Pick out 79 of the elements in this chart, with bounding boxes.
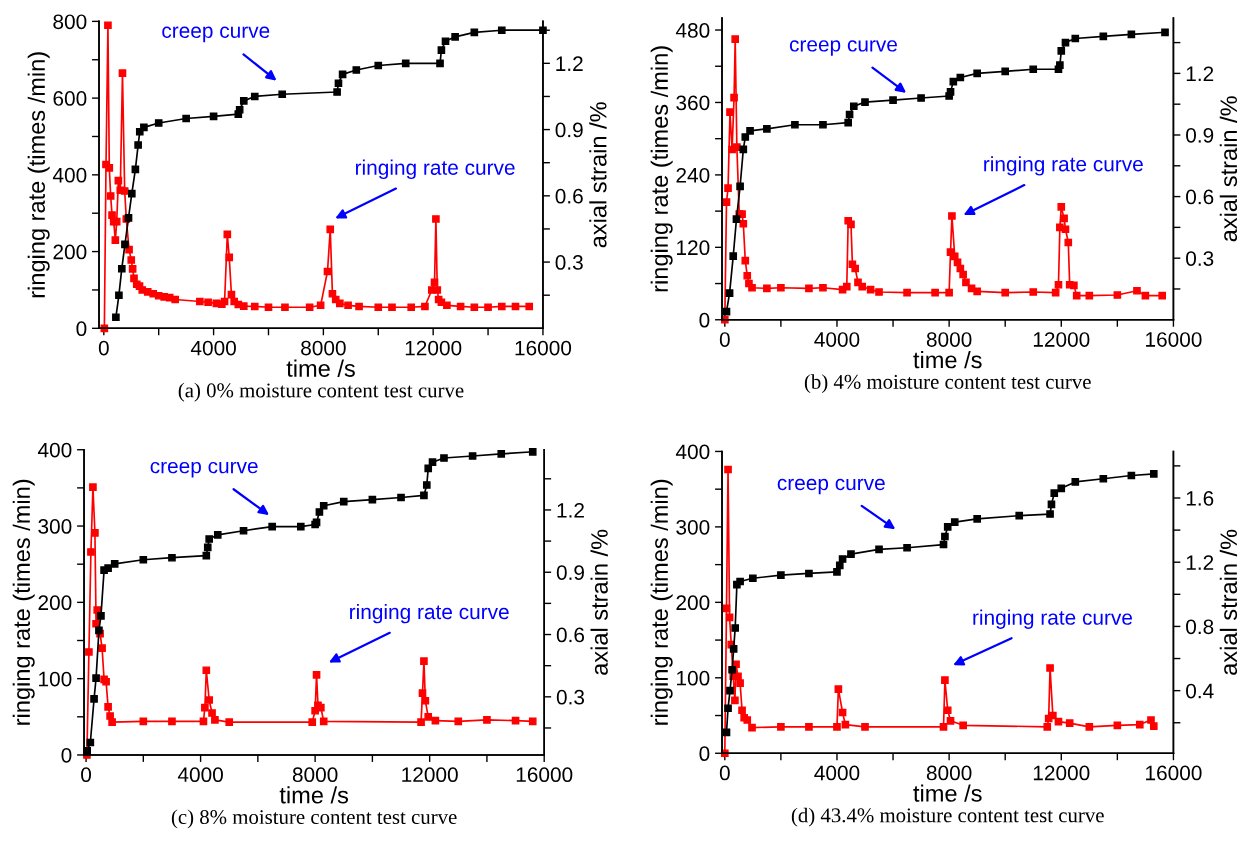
y2-axis-title: axial strain /% — [1219, 529, 1238, 675]
x-tick-label: 12000 — [405, 340, 462, 356]
x-tick-label: 8000 — [926, 765, 972, 781]
y-axis-title: ringing rate (times /min) — [650, 479, 673, 725]
y-tick-label: 400 — [52, 167, 87, 183]
y2-tick-label: 1.2 — [557, 502, 584, 518]
y-tick-label: 360 — [676, 95, 710, 111]
text: (a) 0% moisture content test curve — [178, 382, 464, 402]
annotation: ringing rate curve — [355, 159, 515, 180]
x-tick-label: 12000 — [1033, 332, 1090, 347]
x-tick-label: 16000 — [515, 340, 572, 356]
y-tick-label: 0 — [699, 312, 710, 328]
y-tick-label: 100 — [677, 670, 710, 686]
annotation: ringing rate curve — [350, 603, 509, 624]
annotation: creep curve — [789, 40, 897, 56]
x-tick-label: 16000 — [1146, 765, 1202, 781]
y2-tick-label: 0.9 — [555, 122, 583, 138]
y2-tick-label: 0.3 — [555, 255, 583, 270]
y2-tick-label: 0.6 — [1186, 189, 1214, 205]
y-axis-title: ringing rate (times /min) — [650, 46, 673, 292]
y-tick-label: 400 — [675, 444, 710, 460]
y2-tick-label: 0.9 — [1186, 127, 1214, 143]
y2-tick-label: 0.3 — [1186, 251, 1214, 266]
y-tick-label: 300 — [676, 519, 710, 535]
x-tick-label: 4000 — [814, 765, 860, 781]
x-tick-label: 0 — [98, 340, 109, 356]
y-axis-title: ringing rate (times /min) — [12, 479, 35, 725]
x-tick-label: 4000 — [190, 340, 236, 356]
x-tick-label: 4000 — [814, 332, 860, 347]
annotation: ringing rate curve — [973, 609, 1133, 629]
y2-tick-label: 1.2 — [1186, 66, 1214, 81]
y-tick-label: 600 — [53, 91, 87, 106]
y-tick-label: 800 — [53, 14, 87, 30]
x-tick-label: 8000 — [301, 340, 346, 356]
y-tick-label: 120 — [677, 240, 710, 256]
y-tick-label: 480 — [675, 23, 710, 38]
y-tick-label: 200 — [53, 244, 87, 260]
annotation: creep curve — [162, 26, 270, 43]
y2-axis-title: axial strain /% — [589, 102, 607, 248]
x-tick-label: 16000 — [516, 767, 573, 783]
x-axis-title: time /s — [286, 359, 355, 377]
y2-axis-title: axial strain /% — [590, 529, 608, 675]
y2-tick-label: 1.2 — [1186, 555, 1214, 570]
y2-tick-label: 0.6 — [556, 627, 585, 643]
y2-tick-label: 0.9 — [556, 565, 584, 580]
x-tick-label: 0 — [719, 765, 730, 781]
y-tick-label: 0 — [61, 747, 72, 763]
x-tick-label: 16000 — [1146, 332, 1202, 347]
y-tick-label: 0 — [76, 321, 87, 337]
annotation: creep curve — [777, 478, 885, 495]
y2-tick-label: 0.8 — [1186, 619, 1214, 635]
y-tick-label: 100 — [39, 671, 72, 687]
x-axis-title: time /s — [279, 786, 349, 804]
x-tick-label: 0 — [719, 332, 730, 347]
y2-tick-label: 1.2 — [556, 56, 583, 71]
x-axis-title: time /s — [913, 784, 982, 802]
y2-tick-label: 1.6 — [1186, 491, 1214, 506]
x-tick-label: 12000 — [402, 767, 458, 783]
y-axis-title: ringing rate (times /min) — [27, 52, 50, 298]
annotation: ringing rate curve — [984, 156, 1143, 176]
x-tick-label: 8000 — [292, 767, 338, 783]
x-axis-title: time /s — [913, 351, 982, 369]
y2-axis-title: axial strain /% — [1219, 96, 1238, 242]
y-tick-label: 300 — [38, 519, 72, 534]
text: (d) 43.4% moisture content test curve — [791, 807, 1104, 827]
y-tick-label: 0 — [699, 746, 710, 762]
y-tick-label: 240 — [676, 167, 710, 183]
x-tick-label: 4000 — [177, 767, 223, 783]
y-tick-label: 200 — [38, 595, 72, 611]
x-tick-label: 12000 — [1033, 765, 1090, 781]
annotation: creep curve — [150, 461, 258, 478]
y2-tick-label: 0.4 — [1186, 683, 1214, 699]
text: (c) 8% moisture content test curve — [171, 809, 457, 829]
x-tick-label: 8000 — [926, 332, 972, 347]
y-tick-label: 400 — [37, 442, 72, 458]
y2-tick-label: 0.3 — [556, 689, 585, 705]
y-tick-label: 200 — [676, 595, 710, 611]
text: (b) 4% moisture content test curve — [804, 374, 1091, 394]
y2-tick-label: 0.6 — [555, 188, 583, 204]
